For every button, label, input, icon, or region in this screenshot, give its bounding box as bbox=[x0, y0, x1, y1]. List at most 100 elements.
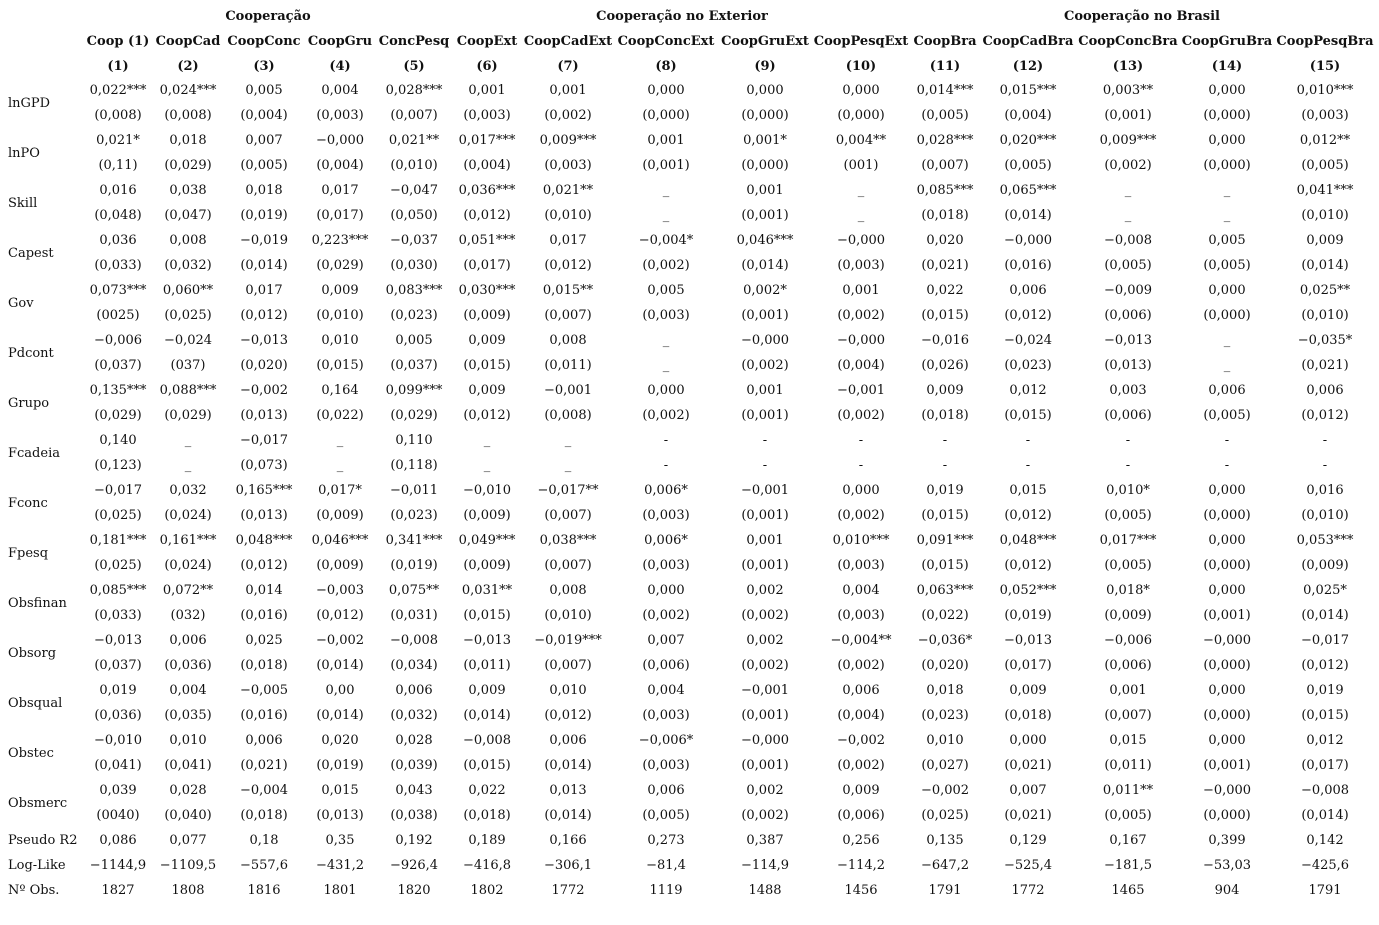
coefficient: −0,010 bbox=[462, 483, 512, 498]
standard-error: (0,015) bbox=[463, 608, 511, 623]
column-header: CoopGruExt bbox=[721, 34, 809, 49]
standard-error: (0,021) bbox=[921, 258, 969, 273]
standard-error: (0,022) bbox=[316, 408, 364, 423]
standard-error: (0,015) bbox=[1301, 708, 1349, 723]
coefficient: −0,013 bbox=[462, 633, 512, 648]
coefficient: −0,017** bbox=[537, 483, 599, 498]
coefficient: −0,000 bbox=[836, 233, 886, 248]
coefficient: −0,006* bbox=[638, 733, 694, 748]
standard-error: - bbox=[1322, 458, 1328, 473]
coefficient: −0,000 bbox=[315, 133, 365, 148]
standard-error: (0,012) bbox=[463, 208, 511, 223]
stat-value: 0,142 bbox=[1306, 833, 1344, 848]
stat-value: 1119 bbox=[649, 883, 683, 898]
standard-error: (0,019) bbox=[240, 208, 288, 223]
coefficient: −0,000 bbox=[1202, 783, 1252, 798]
column-header: CoopExt bbox=[456, 34, 518, 49]
coefficient: - bbox=[1025, 433, 1031, 448]
coefficient: 0,038 bbox=[169, 183, 207, 198]
standard-error: (0,001) bbox=[741, 508, 789, 523]
coefficient: 0,088*** bbox=[159, 383, 217, 398]
coefficient: 0,004 bbox=[647, 683, 685, 698]
coefficient: 0,039 bbox=[99, 783, 137, 798]
coefficient: 0,007 bbox=[245, 133, 283, 148]
standard-error: (0,020) bbox=[921, 658, 969, 673]
standard-error: (0,015) bbox=[463, 758, 511, 773]
coefficient: −0,004* bbox=[638, 233, 694, 248]
standard-error: (0,005) bbox=[1301, 158, 1349, 173]
stat-value: −181,5 bbox=[1103, 858, 1153, 873]
stat-label: Nº Obs. bbox=[8, 883, 60, 898]
standard-error: (0,041) bbox=[164, 758, 212, 773]
standard-error: (0,000) bbox=[741, 158, 789, 173]
coefficient: 0,003** bbox=[1102, 83, 1154, 98]
standard-error: (001) bbox=[843, 158, 879, 173]
standard-error: (0,11) bbox=[98, 158, 138, 173]
coefficient: 0,005 bbox=[395, 333, 433, 348]
standard-error: (0,014) bbox=[544, 808, 592, 823]
standard-error: (0,014) bbox=[316, 708, 364, 723]
coefficient: 0,011** bbox=[1102, 783, 1154, 798]
coefficient: 0,012 bbox=[1009, 383, 1047, 398]
coefficient: 0,009*** bbox=[539, 133, 597, 148]
standard-error: (0,032) bbox=[164, 258, 212, 273]
stat-value: 1488 bbox=[748, 883, 782, 898]
standard-error: (0,002) bbox=[741, 658, 789, 673]
coefficient: 0,008 bbox=[549, 583, 587, 598]
column-header: CoopPesqExt bbox=[813, 34, 909, 49]
row-label: Fcadeia bbox=[8, 446, 60, 461]
coefficient: 0,019 bbox=[1306, 683, 1344, 698]
coefficient: 0,002 bbox=[746, 583, 784, 598]
standard-error: (0,018) bbox=[1004, 708, 1052, 723]
coefficient: −0,004 bbox=[239, 783, 289, 798]
coefficient: 0,012** bbox=[1299, 133, 1351, 148]
standard-error: (0,036) bbox=[164, 658, 212, 673]
standard-error: (0,009) bbox=[1301, 558, 1349, 573]
standard-error: (0,002) bbox=[837, 658, 885, 673]
column-number: (1) bbox=[107, 59, 129, 74]
stat-value: 1456 bbox=[844, 883, 878, 898]
coefficient: 0,001 bbox=[746, 533, 784, 548]
coefficient: 0,004 bbox=[842, 583, 880, 598]
column-number: (9) bbox=[754, 59, 776, 74]
coefficient: 0,036 bbox=[99, 233, 137, 248]
coefficient: −0,005 bbox=[239, 683, 289, 698]
standard-error: (0,000) bbox=[837, 108, 885, 123]
standard-error: (0,021) bbox=[1004, 808, 1052, 823]
stat-value: 1772 bbox=[1011, 883, 1045, 898]
coefficient: - bbox=[663, 433, 669, 448]
standard-error: (0,025) bbox=[164, 308, 212, 323]
coefficient: 0,135*** bbox=[89, 383, 147, 398]
coefficient: −0,000 bbox=[740, 733, 790, 748]
coefficient: 0,000 bbox=[1208, 583, 1246, 598]
coefficient: 0,048*** bbox=[235, 533, 293, 548]
coefficient: 0,043 bbox=[395, 783, 433, 798]
stat-value: −1109,5 bbox=[159, 858, 217, 873]
standard-error: (0,006) bbox=[837, 808, 885, 823]
column-number: (14) bbox=[1211, 59, 1243, 74]
coefficient: 0,006* bbox=[644, 483, 688, 498]
standard-error: (0,000) bbox=[1203, 808, 1251, 823]
standard-error: _ bbox=[336, 458, 344, 473]
standard-error: (0,002) bbox=[741, 808, 789, 823]
column-header: CoopConcExt bbox=[617, 34, 715, 49]
column-number: (2) bbox=[177, 59, 199, 74]
coefficient: 0,110 bbox=[395, 433, 433, 448]
coefficient: 0,052*** bbox=[999, 583, 1057, 598]
standard-error: (0,002) bbox=[837, 758, 885, 773]
standard-error: (0,002) bbox=[642, 408, 690, 423]
standard-error: (0,010) bbox=[544, 608, 592, 623]
coefficient: 0,000 bbox=[647, 83, 685, 98]
standard-error: (0,009) bbox=[463, 558, 511, 573]
standard-error: (0,015) bbox=[921, 508, 969, 523]
coefficient: 0,022 bbox=[468, 783, 506, 798]
standard-error: _ bbox=[857, 208, 865, 223]
coefficient: 0,161*** bbox=[159, 533, 217, 548]
standard-error: (0,003) bbox=[463, 108, 511, 123]
coefficient: 0,032 bbox=[169, 483, 207, 498]
standard-error: (0,017) bbox=[1301, 758, 1349, 773]
standard-error: (0,033) bbox=[94, 608, 142, 623]
stat-value: −53,03 bbox=[1202, 858, 1252, 873]
coefficient: −0,002 bbox=[836, 733, 886, 748]
